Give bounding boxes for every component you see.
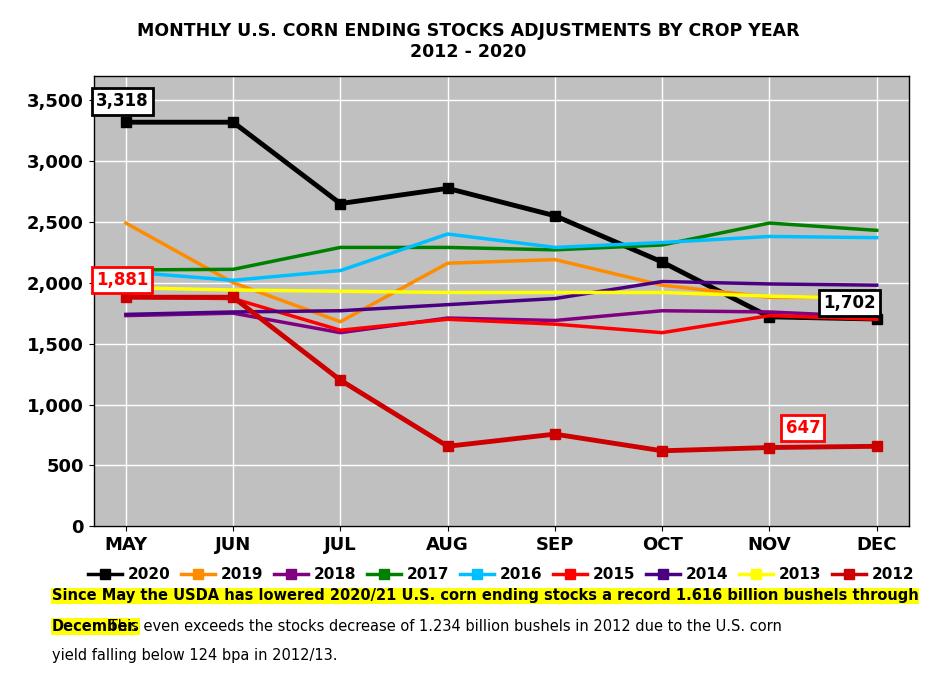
2019	[442, 259, 453, 268]
Text: 1,702: 1,702	[822, 294, 875, 312]
Legend: 2020, 2019, 2018, 2017, 2016, 2015, 2014, 2013, 2012: 2020, 2019, 2018, 2017, 2016, 2015, 2014…	[82, 561, 919, 588]
Line: 2020: 2020	[121, 118, 881, 324]
Text: Since May the USDA has lowered 2020/21 U.S. corn ending stocks a record 1.616 bi: Since May the USDA has lowered 2020/21 U…	[51, 588, 917, 603]
Text: This even exceeds the stocks decrease of 1.234 billion bushels in 2012 due to th: This even exceeds the stocks decrease of…	[104, 619, 781, 634]
2013	[870, 294, 882, 303]
2015	[227, 294, 239, 303]
2015	[334, 326, 345, 334]
2012	[548, 430, 560, 438]
Line: 2019: 2019	[125, 223, 876, 322]
2018	[334, 329, 345, 337]
2020	[548, 212, 560, 220]
2015	[442, 315, 453, 323]
2013	[334, 287, 345, 295]
2018	[227, 309, 239, 317]
2012	[656, 447, 667, 455]
Text: MONTHLY U.S. CORN ENDING STOCKS ADJUSTMENTS BY CROP YEAR: MONTHLY U.S. CORN ENDING STOCKS ADJUSTME…	[137, 22, 799, 40]
2014	[442, 301, 453, 309]
2018	[656, 307, 667, 315]
2017	[763, 219, 774, 227]
Text: December.: December.	[51, 619, 139, 634]
2019	[120, 219, 131, 227]
Line: 2015: 2015	[125, 297, 876, 333]
Text: 2012 - 2020: 2012 - 2020	[410, 43, 526, 61]
2019	[334, 318, 345, 326]
Line: 2014: 2014	[125, 281, 876, 314]
2015	[120, 293, 131, 301]
2012	[227, 293, 239, 301]
2016	[442, 230, 453, 238]
2014	[763, 280, 774, 288]
2020	[120, 118, 131, 127]
2017	[870, 226, 882, 235]
2012	[334, 376, 345, 385]
2013	[120, 283, 131, 292]
2016	[227, 276, 239, 284]
2018	[763, 308, 774, 316]
2018	[870, 313, 882, 321]
2014	[334, 307, 345, 315]
2020	[442, 184, 453, 193]
2017	[656, 241, 667, 249]
2013	[656, 288, 667, 297]
2014	[870, 281, 882, 289]
Line: 2013: 2013	[125, 288, 876, 299]
2015	[548, 320, 560, 328]
Text: yield falling below 124 bpa in 2012/13.: yield falling below 124 bpa in 2012/13.	[51, 648, 337, 663]
2014	[656, 277, 667, 286]
Text: 647: 647	[784, 419, 819, 437]
2018	[120, 312, 131, 320]
2015	[870, 315, 882, 323]
2014	[548, 294, 560, 303]
2017	[548, 246, 560, 254]
2019	[870, 293, 882, 301]
2016	[870, 233, 882, 241]
2019	[548, 255, 560, 264]
2014	[227, 308, 239, 316]
2013	[763, 292, 774, 300]
2020	[870, 315, 882, 323]
Line: 2017: 2017	[125, 223, 876, 270]
2017	[442, 244, 453, 252]
Text: 3,318: 3,318	[95, 92, 148, 110]
2012	[870, 442, 882, 451]
2015	[656, 329, 667, 337]
2019	[227, 279, 239, 287]
2017	[120, 266, 131, 274]
2020	[763, 313, 774, 321]
2013	[227, 286, 239, 294]
2018	[442, 314, 453, 322]
2016	[120, 268, 131, 276]
2013	[548, 288, 560, 297]
2015	[763, 312, 774, 320]
2013	[442, 288, 453, 297]
2016	[334, 266, 345, 275]
2019	[656, 281, 667, 289]
2012	[763, 443, 774, 451]
2019	[763, 293, 774, 301]
Line: 2016: 2016	[125, 234, 876, 280]
2012	[120, 293, 131, 301]
2020	[334, 200, 345, 208]
Line: 2012: 2012	[121, 292, 881, 455]
2020	[227, 118, 239, 127]
2017	[227, 265, 239, 273]
2018	[548, 316, 560, 325]
2020	[656, 258, 667, 266]
2016	[656, 239, 667, 247]
2014	[120, 310, 131, 319]
Text: 1,881: 1,881	[95, 271, 148, 289]
2016	[763, 233, 774, 241]
2017	[334, 244, 345, 252]
Line: 2018: 2018	[125, 311, 876, 333]
2016	[548, 244, 560, 252]
2012	[442, 442, 453, 451]
